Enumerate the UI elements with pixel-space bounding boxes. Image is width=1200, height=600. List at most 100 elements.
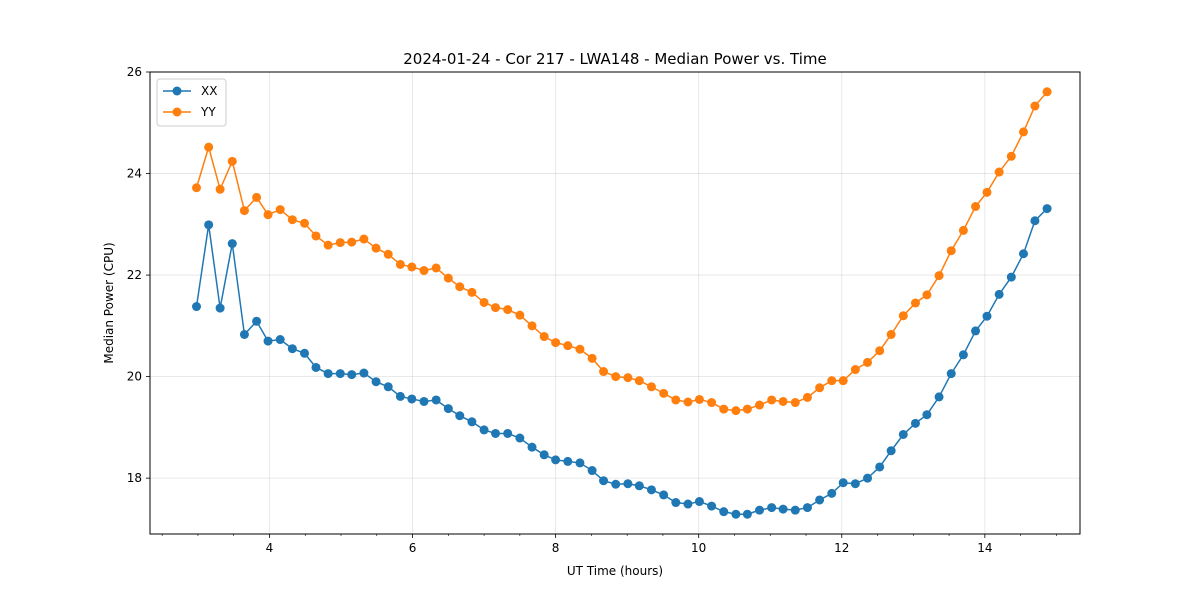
data-point-yy bbox=[491, 303, 501, 313]
data-point-yy bbox=[455, 282, 465, 292]
data-point-xx bbox=[239, 329, 249, 339]
data-point-yy bbox=[875, 346, 885, 356]
data-point-yy bbox=[419, 266, 429, 276]
data-point-yy bbox=[790, 398, 800, 408]
legend-label-xx: XX bbox=[201, 84, 217, 98]
data-point-xx bbox=[563, 456, 573, 466]
data-point-xx bbox=[491, 428, 501, 438]
data-point-yy bbox=[515, 310, 525, 320]
data-point-xx bbox=[898, 429, 908, 439]
data-point-xx bbox=[827, 488, 837, 498]
data-point-xx bbox=[263, 336, 273, 346]
data-point-yy bbox=[946, 246, 956, 256]
data-point-yy bbox=[347, 237, 357, 247]
data-point-yy bbox=[611, 372, 621, 382]
x-tick-label: 8 bbox=[552, 541, 560, 555]
data-point-yy bbox=[910, 298, 920, 308]
data-point-xx bbox=[599, 476, 609, 486]
data-point-xx bbox=[623, 479, 633, 489]
data-point-yy bbox=[395, 259, 405, 269]
data-point-yy bbox=[239, 206, 249, 216]
data-point-xx bbox=[671, 498, 681, 508]
data-point-yy bbox=[755, 400, 765, 410]
data-point-yy bbox=[204, 142, 214, 152]
data-point-xx bbox=[659, 490, 669, 500]
x-axis-title: UT Time (hours) bbox=[567, 564, 663, 578]
data-point-yy bbox=[227, 156, 237, 166]
data-point-xx bbox=[287, 344, 297, 354]
data-point-yy bbox=[634, 376, 644, 386]
data-point-yy bbox=[767, 395, 777, 405]
data-point-xx bbox=[946, 369, 956, 379]
data-point-xx bbox=[838, 478, 848, 488]
data-point-yy bbox=[827, 376, 837, 386]
data-point-yy bbox=[527, 321, 537, 331]
data-point-xx bbox=[958, 350, 968, 360]
x-tick-label: 12 bbox=[834, 541, 849, 555]
data-point-yy bbox=[742, 404, 752, 414]
data-point-yy bbox=[215, 184, 225, 194]
data-point-yy bbox=[694, 394, 704, 404]
data-point-xx bbox=[575, 458, 585, 468]
data-point-yy bbox=[683, 397, 693, 407]
x-tick-label: 10 bbox=[691, 541, 706, 555]
data-point-yy bbox=[359, 234, 369, 244]
data-point-xx bbox=[994, 289, 1004, 299]
data-point-xx bbox=[215, 303, 225, 313]
data-point-xx bbox=[383, 382, 393, 392]
data-point-yy bbox=[192, 183, 201, 193]
data-point-xx bbox=[204, 220, 214, 230]
data-point-yy bbox=[994, 167, 1004, 177]
data-point-yy bbox=[719, 404, 729, 414]
data-point-xx bbox=[815, 495, 825, 505]
data-point-xx bbox=[359, 368, 369, 378]
data-point-xx bbox=[1006, 272, 1016, 282]
data-point-yy bbox=[886, 329, 896, 339]
ticks: 4 6 8 10 12 14 18 20 22 24 26 bbox=[127, 65, 1057, 555]
data-point-xx bbox=[634, 481, 644, 491]
data-point-xx bbox=[1030, 216, 1040, 226]
data-point-yy bbox=[838, 376, 848, 386]
data-point-xx bbox=[1018, 249, 1028, 259]
data-point-xx bbox=[1042, 204, 1052, 214]
data-point-xx bbox=[431, 395, 441, 405]
data-point-xx bbox=[611, 479, 621, 489]
data-point-xx bbox=[934, 392, 944, 402]
data-point-yy bbox=[479, 297, 489, 307]
data-point-yy bbox=[934, 271, 944, 281]
x-tick-label: 4 bbox=[266, 541, 274, 555]
data-point-yy bbox=[802, 392, 812, 402]
data-point-xx bbox=[551, 455, 561, 465]
y-tick-label: 22 bbox=[127, 268, 142, 282]
data-point-yy bbox=[300, 218, 310, 228]
data-point-xx bbox=[371, 377, 381, 387]
data-point-yy bbox=[539, 332, 549, 342]
data-point-xx bbox=[323, 369, 333, 379]
data-point-yy bbox=[587, 353, 597, 363]
data-point-yy bbox=[383, 249, 393, 259]
data-point-yy bbox=[1006, 151, 1016, 161]
y-tick-label: 20 bbox=[127, 370, 142, 384]
data-point-yy bbox=[252, 192, 262, 202]
data-point-xx bbox=[742, 509, 752, 519]
data-point-yy bbox=[815, 383, 825, 393]
data-point-xx bbox=[407, 394, 417, 404]
data-point-yy bbox=[731, 406, 741, 416]
data-point-yy bbox=[922, 290, 932, 300]
data-point-yy bbox=[431, 263, 441, 273]
data-point-yy bbox=[599, 367, 609, 377]
data-point-xx bbox=[587, 466, 597, 476]
data-point-yy bbox=[971, 202, 981, 212]
data-point-yy bbox=[503, 305, 513, 315]
y-tick-label: 18 bbox=[127, 471, 142, 485]
data-point-yy bbox=[982, 187, 992, 197]
data-point-xx bbox=[311, 362, 321, 372]
data-point-yy bbox=[863, 357, 873, 367]
data-point-xx bbox=[875, 462, 885, 472]
data-point-yy bbox=[371, 243, 381, 253]
data-point-yy bbox=[1042, 87, 1052, 97]
legend-label-yy: YY bbox=[200, 105, 216, 119]
data-point-yy bbox=[898, 311, 908, 321]
data-point-xx bbox=[971, 326, 981, 336]
